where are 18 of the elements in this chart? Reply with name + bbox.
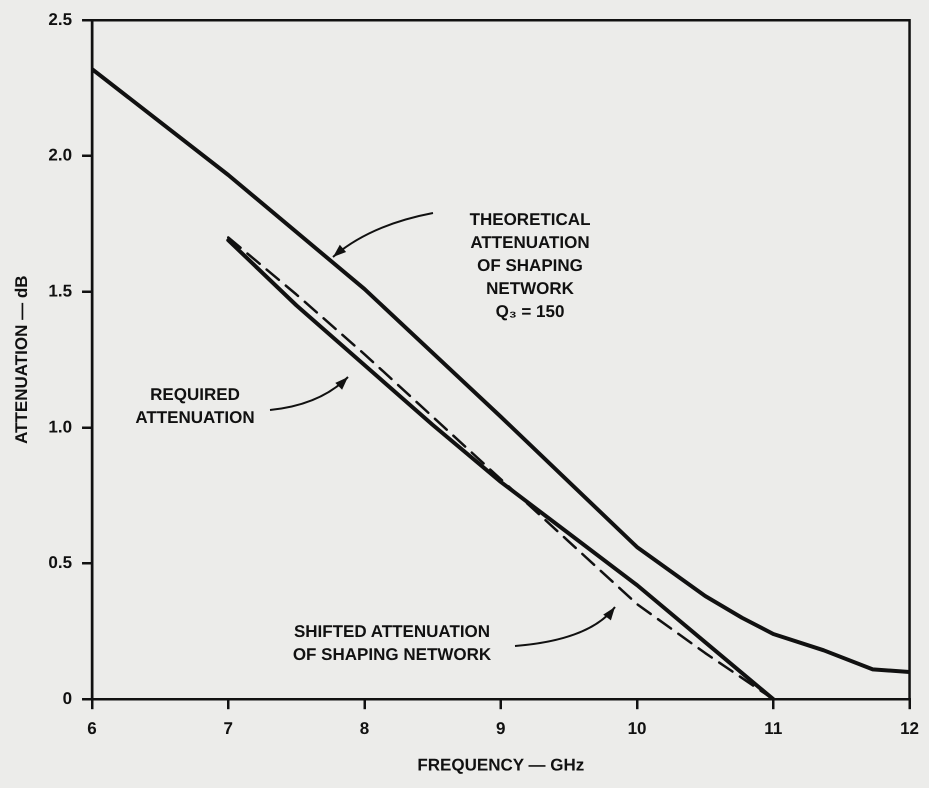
x-tick-label: 9 (496, 719, 506, 738)
x-tick-label: 11 (764, 719, 782, 738)
x-tick-label: 6 (87, 719, 97, 738)
x-tick-label: 8 (360, 719, 370, 738)
x-tick-label: 7 (224, 719, 234, 738)
y-tick-label: 1.5 (48, 281, 72, 300)
annotation: REQUIRED ATTENUATION (135, 385, 255, 428)
annotation: SHIFTED ATTENUATION OF SHAPING NETWORK (292, 622, 492, 664)
y-tick-label: 2.0 (48, 146, 72, 165)
y-tick-label: 0 (62, 688, 72, 708)
x-axis-title: FREQUENCY — GHz (417, 755, 584, 774)
x-tick-label: 10 (628, 719, 646, 738)
annotation: THEORETICAL ATTENUATION OF SHAPING NETWORK Q₃ = 150 (470, 210, 590, 322)
y-tick-label: 2.5 (48, 10, 72, 29)
y-axis-title: ATTENUATION — dB (12, 275, 31, 444)
y-tick-label: 0.5 (48, 553, 72, 572)
x-tick-label: 12 (900, 719, 920, 738)
y-tick-label: 1.0 (48, 417, 72, 436)
